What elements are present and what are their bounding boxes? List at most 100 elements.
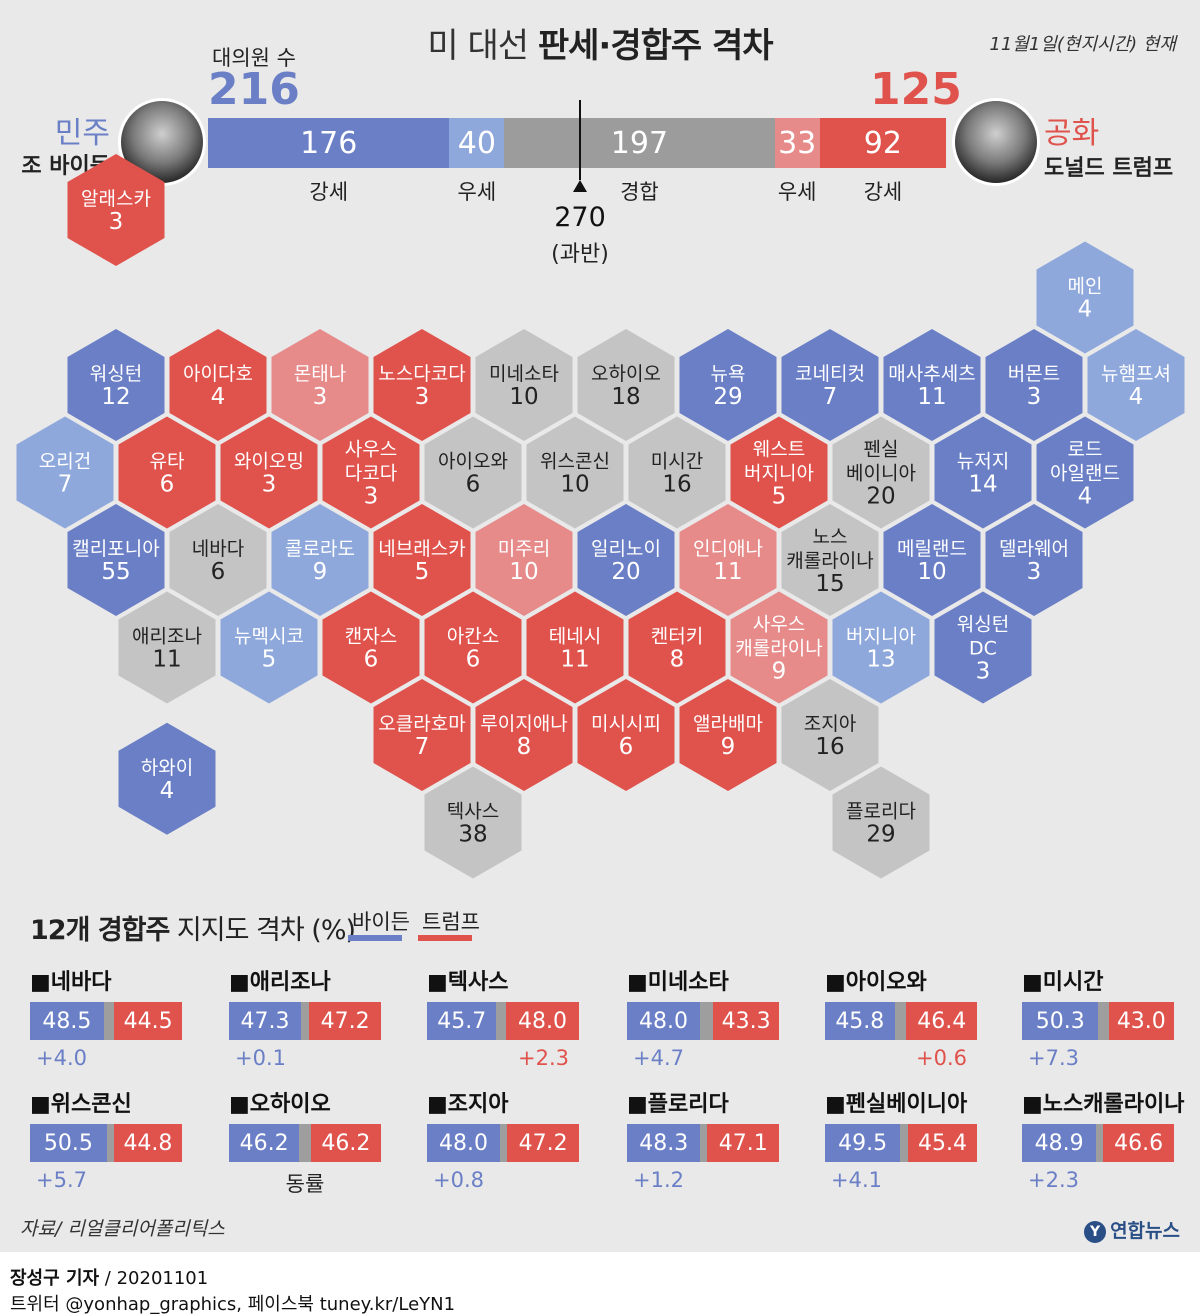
state-name: 델라웨어 xyxy=(999,538,1069,560)
state-hex-shape xyxy=(424,591,522,704)
ev-segment-dem_solid: 176 xyxy=(208,118,450,168)
state-hex-shape xyxy=(577,679,675,791)
poll-diff: +4.1 xyxy=(831,1168,882,1192)
state-name: 캐롤라이나 xyxy=(735,638,822,660)
majority-arrow-icon xyxy=(573,180,587,192)
poll-state-name: ■펜실베이니아 xyxy=(825,1092,968,1117)
ev-segment-label: 강세 xyxy=(309,180,349,204)
state-hex-shape xyxy=(934,591,1032,704)
state-name: 미네소타 xyxy=(489,363,559,385)
ev-segment-label: 우세 xyxy=(457,180,497,204)
title-normal: 미 대선 xyxy=(427,26,529,66)
state-name: 메릴랜드 xyxy=(897,538,967,560)
legend-biden-swatch xyxy=(348,935,402,941)
state-votes: 9 xyxy=(313,559,328,585)
state-hex-shape xyxy=(883,504,981,616)
ev-segment-label: 경합 xyxy=(620,180,659,204)
state-votes: 4 xyxy=(1129,384,1144,410)
poll-cell: ■네바다 48.5 44.5 +4.0 xyxy=(30,964,182,1074)
poll-bar: 48.3 47.1 xyxy=(627,1124,779,1162)
state-votes: 6 xyxy=(466,472,481,498)
state-name: 하와이 xyxy=(141,757,193,779)
state-name: 웨스트 xyxy=(753,439,805,461)
state-votes: 3 xyxy=(364,484,379,510)
state-name: 인디애나 xyxy=(693,538,763,560)
state-votes: 16 xyxy=(662,472,691,498)
state-hex-shape xyxy=(628,591,726,704)
state-name: 버지니아 xyxy=(846,626,916,648)
poll-undecided-bar xyxy=(894,1002,907,1040)
state-name: 유타 xyxy=(150,451,185,473)
infographic: 미 대선 판세·경합주 격차 11월1일(현지시간) 현재 대의원 수 216 … xyxy=(0,0,1200,1252)
state-votes: 9 xyxy=(721,734,736,760)
poll-bar: 48.0 47.2 xyxy=(427,1124,579,1162)
poll-cell: ■플로리다 48.3 47.1 +1.2 xyxy=(627,1086,779,1196)
state-hex-shape xyxy=(730,591,828,704)
poll-bar: 50.5 44.8 xyxy=(30,1124,182,1162)
state-votes: 11 xyxy=(917,384,946,410)
poll-cell: ■아이오와 45.8 46.4 +0.6 xyxy=(825,964,977,1074)
state-name: 미주리 xyxy=(498,538,550,560)
poll-biden-bar: 50.3 xyxy=(1022,1002,1099,1040)
poll-bar: 48.9 46.6 xyxy=(1022,1124,1174,1162)
poll-diff: +7.3 xyxy=(1028,1046,1079,1070)
state-name: 코네티컷 xyxy=(795,363,865,385)
state-votes: 4 xyxy=(160,778,175,804)
state-name: 펜실 xyxy=(864,439,899,461)
poll-trump-bar: 47.2 xyxy=(507,1124,579,1162)
state-votes: 10 xyxy=(560,472,589,498)
state-votes: 13 xyxy=(866,647,895,673)
state-hex-shape xyxy=(1087,329,1185,441)
state-name: 콜로라도 xyxy=(285,538,355,560)
state-name: 아이다호 xyxy=(183,363,253,385)
state-name: 아칸소 xyxy=(447,626,499,648)
poll-state-name: ■미시간 xyxy=(1022,970,1104,995)
poll-biden-bar: 48.3 xyxy=(627,1124,701,1162)
poll-state-name: ■조지아 xyxy=(427,1092,509,1117)
poll-trump-bar: 44.8 xyxy=(113,1124,182,1162)
state-hex-shape xyxy=(118,591,216,704)
state-name: 뉴햄프셔 xyxy=(1101,363,1171,385)
reporter-name: 장성구 기자 xyxy=(10,1268,100,1289)
state-votes: 4 xyxy=(1078,484,1093,510)
state-name: 위스콘신 xyxy=(540,451,610,473)
poll-bar: 46.2 46.2 xyxy=(229,1124,381,1162)
state-votes: 6 xyxy=(364,647,379,673)
state-name: 애리조나 xyxy=(132,626,202,648)
state-votes: 6 xyxy=(160,472,175,498)
social-credit: 트위터 @yonhap_graphics, 페이스북 tuney.kr/LeYN… xyxy=(10,1294,456,1315)
state-name: DC xyxy=(969,638,997,660)
state-votes: 14 xyxy=(968,472,997,498)
poll-undecided-bar xyxy=(1096,1124,1104,1162)
poll-trump-bar: 47.2 xyxy=(309,1002,381,1040)
poll-undecided-bar xyxy=(496,1002,507,1040)
state-votes: 5 xyxy=(262,647,277,673)
state-votes: 3 xyxy=(313,384,328,410)
poll-state-name: ■위스콘신 xyxy=(30,1092,132,1117)
state-hex: 유타6 xyxy=(118,416,216,529)
majority-number: 270 xyxy=(554,202,606,233)
state-hex-shape xyxy=(781,679,879,791)
state-hex-shape xyxy=(628,416,726,529)
poll-diff: 동률 xyxy=(285,1172,325,1196)
majority-label: (과반) xyxy=(551,242,609,267)
poll-biden-bar: 48.0 xyxy=(427,1124,500,1162)
state-hex-shape xyxy=(1036,416,1134,529)
poll-undecided-bar xyxy=(103,1002,115,1040)
poll-undecided-bar xyxy=(900,1124,908,1162)
electoral-votes-label: 대의원 수 xyxy=(212,46,296,70)
state-hex-shape xyxy=(730,416,828,529)
poll-trump-bar: 43.0 xyxy=(1108,1002,1174,1040)
